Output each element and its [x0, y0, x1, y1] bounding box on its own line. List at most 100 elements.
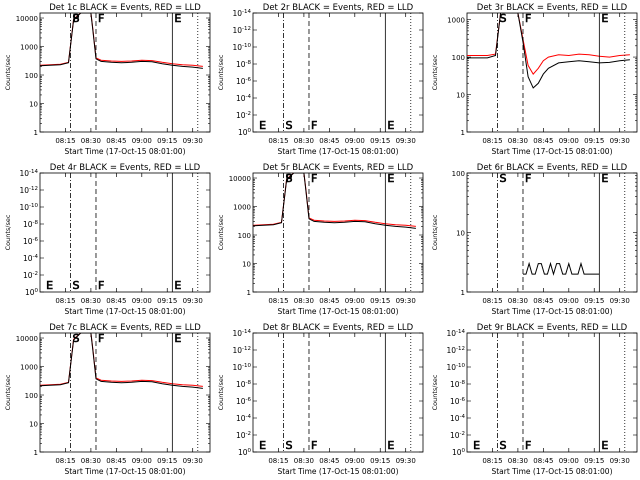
- x-tick-label: 09:00: [559, 137, 579, 145]
- panel-title: Det 6r BLACK = Events, RED = LLD: [477, 163, 628, 173]
- y-tick-label: 10-10: [19, 203, 38, 212]
- y-tick-label: 10-14: [232, 329, 251, 338]
- marker-label: S: [73, 12, 80, 25]
- y-tick-label: 10: [456, 230, 465, 238]
- marker-label: S: [286, 119, 293, 132]
- y-tick-label: 10-6: [236, 397, 252, 406]
- x-tick-label: 09:30: [610, 457, 630, 465]
- x-axis-label: Start Time (17-Oct-15 08:01:00): [491, 147, 612, 156]
- x-tick-label: 08:15: [268, 137, 288, 145]
- x-tick-label: 08:15: [482, 297, 502, 305]
- y-tick-label: 10-10: [232, 363, 251, 372]
- marker-label: F: [311, 172, 317, 185]
- y-axis-label: Counts/sec: [431, 374, 439, 410]
- x-tick-label: 09:00: [132, 137, 152, 145]
- marker-label: E: [387, 119, 394, 132]
- y-tick-label: 100: [25, 72, 38, 80]
- x-tick-label: 09:30: [183, 137, 203, 145]
- y-tick-label: 100: [25, 288, 39, 297]
- y-axis-label: Counts/sec: [217, 214, 225, 250]
- y-tick-label: 1: [247, 289, 251, 297]
- x-axis-label: Start Time (17-Oct-15 08:01:00): [277, 147, 398, 156]
- plot-frame: [39, 172, 211, 293]
- marker-label: S: [500, 12, 507, 25]
- y-tick-label: 10-6: [236, 77, 252, 86]
- y-tick-label: 10-8: [450, 380, 466, 389]
- y-tick-label: 10-6: [450, 397, 466, 406]
- marker-label: F: [98, 279, 104, 292]
- y-tick-label: 10-2: [450, 431, 465, 440]
- marker-label: F: [98, 332, 104, 345]
- panel-title: Det 5r BLACK = Events, RED = LLD: [263, 163, 414, 173]
- x-tick-label: 09:15: [584, 137, 604, 145]
- series-line-1: [40, 333, 203, 389]
- series-line-1: [467, 13, 630, 89]
- x-tick-label: 09:15: [584, 297, 604, 305]
- y-axis-label: Counts/sec: [217, 54, 225, 90]
- marker-label: F: [525, 439, 531, 452]
- plot-frame: [466, 12, 638, 133]
- x-axis-label: Start Time (17-Oct-15 08:01:00): [277, 467, 398, 476]
- panel-4: Det 4r BLACK = Events, RED = LLD Start Ti…: [4, 163, 211, 316]
- y-tick-label: 1000: [20, 364, 38, 372]
- y-tick-label: 100: [238, 448, 252, 457]
- y-axis-label: Counts/sec: [431, 214, 439, 250]
- series-line-1: [253, 173, 416, 229]
- y-tick-label: 10-14: [446, 329, 465, 338]
- x-tick-label: 08:30: [81, 137, 101, 145]
- x-tick-label: 08:15: [268, 457, 288, 465]
- panel-title: Det 2r BLACK = Events, RED = LLD: [263, 3, 414, 13]
- marker-label: E: [259, 119, 266, 132]
- y-tick-label: 10-2: [23, 271, 38, 280]
- panel-2: Det 2r BLACK = Events, RED = LLD Start Ti…: [217, 3, 424, 156]
- x-axis-label: Start Time (17-Oct-15 08:01:00): [64, 147, 185, 156]
- panel-7: Det 7c BLACK = Events, RED = LLD Start Ti…: [4, 323, 211, 476]
- marker-label: E: [46, 279, 53, 292]
- marker-label: S: [286, 439, 293, 452]
- y-tick-label: 100: [238, 128, 252, 137]
- marker-label: P: [286, 172, 293, 185]
- y-tick-label: 10-4: [450, 414, 466, 423]
- marker-label: F: [98, 12, 104, 25]
- marker-label: E: [174, 332, 181, 345]
- x-axis-label: Start Time (17-Oct-15 08:01:00): [64, 307, 185, 316]
- x-tick-label: 08:30: [508, 137, 528, 145]
- x-tick-label: 09:30: [396, 137, 416, 145]
- marker-label: F: [525, 172, 531, 185]
- panel-title: Det 4r BLACK = Events, RED = LLD: [50, 163, 201, 173]
- y-tick-label: 1: [34, 449, 38, 457]
- x-tick-label: 08:45: [319, 297, 339, 305]
- x-tick-label: 08:45: [319, 137, 339, 145]
- marker-label: E: [601, 439, 608, 452]
- y-tick-label: 10-4: [236, 414, 252, 423]
- marker-label: P: [73, 12, 80, 25]
- y-tick-label: 10-12: [232, 26, 251, 35]
- x-tick-label: 08:30: [508, 457, 528, 465]
- y-tick-label: 100: [452, 448, 466, 457]
- panel-8: Det 8r BLACK = Events, RED = LLD Start Ti…: [217, 323, 424, 476]
- marker-label: E: [601, 12, 608, 25]
- x-tick-label: 09:30: [396, 457, 416, 465]
- series-line-0: [523, 261, 600, 276]
- y-axis-label: Counts/sec: [431, 54, 439, 90]
- series-line-0: [467, 13, 630, 75]
- x-tick-label: 09:15: [370, 457, 390, 465]
- y-axis-label: Counts/sec: [4, 374, 12, 410]
- x-axis-label: Start Time (17-Oct-15 08:01:00): [64, 467, 185, 476]
- y-axis-label: Counts/sec: [4, 54, 12, 90]
- y-tick-label: 10-2: [236, 111, 251, 120]
- y-axis-label: Counts/sec: [4, 214, 12, 250]
- plot-frame: [252, 172, 424, 293]
- y-tick-label: 10: [456, 92, 465, 100]
- y-tick-label: 10-14: [232, 9, 251, 18]
- y-tick-label: 10: [29, 101, 38, 109]
- x-tick-label: 08:45: [106, 457, 126, 465]
- x-tick-label: 09:15: [370, 137, 390, 145]
- panel-title: Det 8r BLACK = Events, RED = LLD: [263, 323, 414, 333]
- panel-title: Det 7c BLACK = Events, RED = LLD: [49, 323, 201, 333]
- x-tick-label: 08:30: [294, 137, 314, 145]
- x-tick-label: 08:15: [55, 137, 75, 145]
- marker-label: E: [174, 12, 181, 25]
- panel-3: Det 3r BLACK = Events, RED = LLD Start Ti…: [431, 3, 638, 156]
